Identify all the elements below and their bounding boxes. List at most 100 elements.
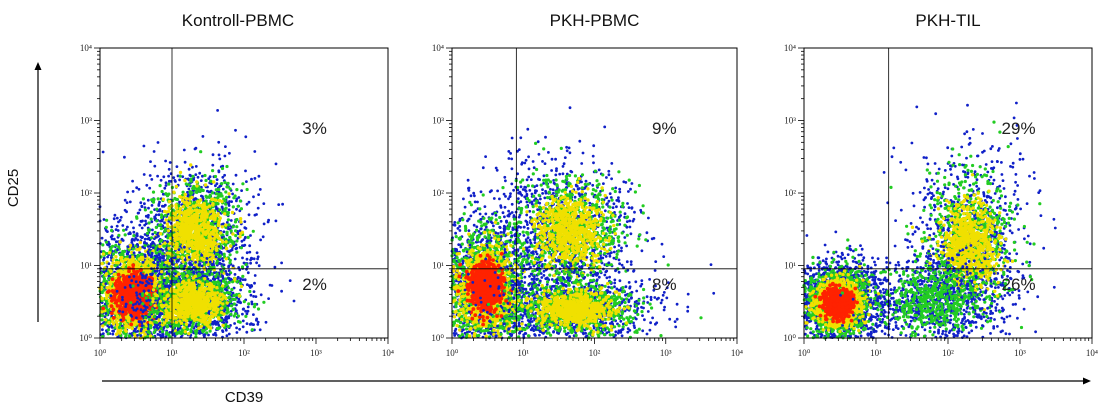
event-dot [221, 176, 224, 179]
event-dot [207, 177, 210, 180]
event-dot [241, 265, 244, 268]
event-dot [131, 180, 134, 183]
event-dot [112, 322, 115, 325]
event-dot [169, 161, 172, 164]
event-dot [151, 242, 154, 245]
event-dot [116, 270, 119, 273]
event-dot [222, 188, 225, 191]
event-dot [241, 275, 244, 278]
event-dot [143, 145, 146, 148]
event-dot [133, 333, 136, 336]
event-dot [121, 274, 125, 278]
event-dot [248, 251, 251, 254]
event-dot [101, 262, 104, 265]
event-dot [141, 236, 144, 239]
event-dot [156, 175, 159, 178]
event-dot [100, 310, 103, 313]
event-dot [158, 210, 161, 213]
event-dot [241, 240, 244, 243]
event-dot [163, 221, 166, 224]
event-dot [228, 204, 231, 207]
event-dot [110, 311, 114, 315]
event-dot [129, 323, 133, 327]
event-dot [130, 241, 133, 244]
event-dot [252, 230, 255, 233]
event-dot [187, 178, 190, 181]
event-dot [194, 173, 197, 176]
event-dot [211, 191, 214, 194]
event-dot [101, 328, 104, 331]
event-dot [248, 244, 251, 247]
event-dot [102, 289, 105, 292]
event-dot [126, 191, 129, 194]
event-dot [176, 165, 179, 168]
event-dot [107, 321, 110, 324]
event-dot [201, 175, 204, 178]
event-dot [104, 318, 107, 321]
event-dot [216, 178, 219, 181]
event-dot [119, 240, 122, 243]
event-dot [140, 205, 143, 208]
event-dot [244, 237, 247, 240]
event-dot [101, 307, 105, 311]
event-dot [237, 205, 240, 208]
panel-1: Kontroll-PBMC10⁰ 10¹ 10² 10³ 10⁴10⁰10¹10²10³… [79, 11, 394, 358]
event-dot [247, 236, 250, 239]
event-dot [188, 188, 191, 191]
event-dot [108, 285, 111, 288]
event-dot [256, 258, 259, 261]
event-dot [129, 290, 133, 294]
event-dot [157, 235, 160, 238]
event-dot [165, 181, 168, 184]
event-dot [218, 208, 221, 211]
event-density-cloud [98, 109, 295, 340]
event-dot [139, 241, 142, 244]
event-dot [151, 229, 154, 232]
event-dot [124, 292, 128, 296]
event-dot [235, 174, 238, 177]
event-dot [218, 262, 221, 265]
event-dot [117, 245, 120, 248]
event-dot [104, 273, 107, 276]
event-dot [145, 184, 148, 187]
event-dot [160, 263, 163, 266]
event-dot [248, 213, 251, 216]
event-dot [140, 220, 143, 223]
event-dot [116, 225, 119, 228]
event-dot [230, 219, 233, 222]
event-dot [111, 277, 115, 281]
event-dot [108, 251, 111, 254]
event-dot [259, 239, 262, 242]
event-dot [147, 260, 150, 263]
event-dot [131, 263, 135, 267]
event-dot [228, 152, 231, 155]
event-dot [275, 163, 278, 166]
event-dot [211, 164, 214, 167]
event-dot [267, 219, 270, 222]
event-dot [140, 272, 143, 275]
event-dot [228, 196, 231, 199]
event-dot [200, 188, 203, 191]
event-dot [108, 268, 111, 271]
event-dot [230, 229, 233, 232]
event-dot [111, 261, 114, 264]
event-dot [165, 184, 168, 187]
event-dot [101, 318, 104, 321]
event-dot [140, 253, 143, 256]
event-dot [124, 258, 127, 261]
event-dot [249, 259, 252, 262]
event-dot [125, 333, 128, 336]
event-dot [153, 215, 156, 218]
event-dot [105, 300, 108, 303]
event-dot [252, 195, 255, 198]
event-dot [155, 219, 158, 222]
event-dot [131, 327, 134, 330]
event-dot [147, 245, 150, 248]
event-dot [176, 260, 179, 263]
event-dot [248, 201, 251, 204]
event-dot [224, 145, 227, 148]
event-dot [144, 208, 147, 211]
event-dot [117, 279, 121, 283]
event-dot [163, 266, 166, 269]
